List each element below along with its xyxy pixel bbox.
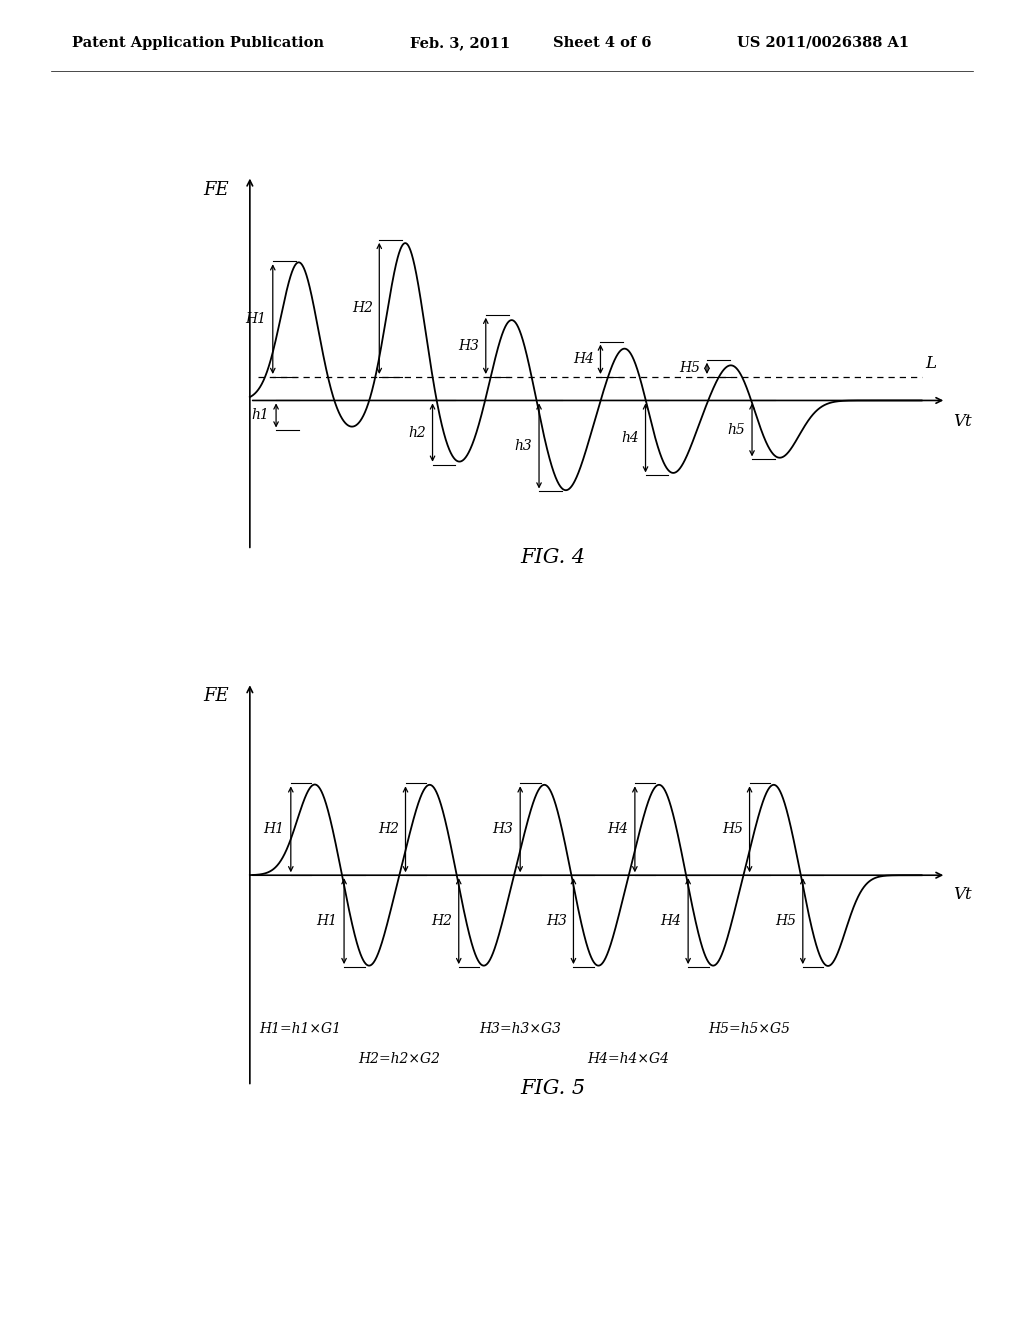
Text: H5: H5 <box>775 915 797 928</box>
Text: H3=h3×G3: H3=h3×G3 <box>479 1022 561 1036</box>
Text: H1: H1 <box>245 312 266 326</box>
Text: H2: H2 <box>431 915 453 928</box>
Text: H3: H3 <box>493 822 514 837</box>
Text: H3: H3 <box>458 339 479 352</box>
Text: Feb. 3, 2011: Feb. 3, 2011 <box>410 36 510 50</box>
Text: H2: H2 <box>351 301 373 315</box>
Text: h1: h1 <box>252 408 269 422</box>
Text: H4: H4 <box>660 915 682 928</box>
Text: H1: H1 <box>263 822 285 837</box>
Text: H4=h4×G4: H4=h4×G4 <box>588 1052 670 1067</box>
Text: H1=h1×G1: H1=h1×G1 <box>260 1022 342 1036</box>
Text: US 2011/0026388 A1: US 2011/0026388 A1 <box>737 36 909 50</box>
Text: L: L <box>926 355 937 371</box>
Text: h2: h2 <box>409 425 426 440</box>
Text: H2: H2 <box>378 822 399 837</box>
Text: h5: h5 <box>728 422 745 437</box>
Text: H4: H4 <box>572 352 594 366</box>
Text: H5: H5 <box>722 822 743 837</box>
Text: h3: h3 <box>515 440 532 453</box>
Text: h4: h4 <box>622 430 639 445</box>
Text: H5=h5×G5: H5=h5×G5 <box>709 1022 791 1036</box>
Text: H2=h2×G2: H2=h2×G2 <box>358 1052 440 1067</box>
Text: Sheet 4 of 6: Sheet 4 of 6 <box>553 36 651 50</box>
Text: FE: FE <box>204 181 229 199</box>
Text: H3: H3 <box>546 915 567 928</box>
Text: H1: H1 <box>316 915 338 928</box>
Text: H5: H5 <box>679 362 700 375</box>
Text: H4: H4 <box>607 822 629 837</box>
Text: FIG. 5: FIG. 5 <box>520 1078 586 1098</box>
Text: Patent Application Publication: Patent Application Publication <box>72 36 324 50</box>
Text: Vt: Vt <box>952 413 972 430</box>
Text: FE: FE <box>204 686 229 705</box>
Text: FIG. 4: FIG. 4 <box>520 548 586 568</box>
Text: Vt: Vt <box>952 886 972 903</box>
